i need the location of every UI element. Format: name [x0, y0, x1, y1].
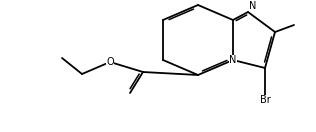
- Text: N: N: [249, 1, 256, 11]
- Text: Br: Br: [260, 95, 270, 105]
- Text: N: N: [229, 55, 237, 65]
- Text: O: O: [106, 57, 114, 67]
